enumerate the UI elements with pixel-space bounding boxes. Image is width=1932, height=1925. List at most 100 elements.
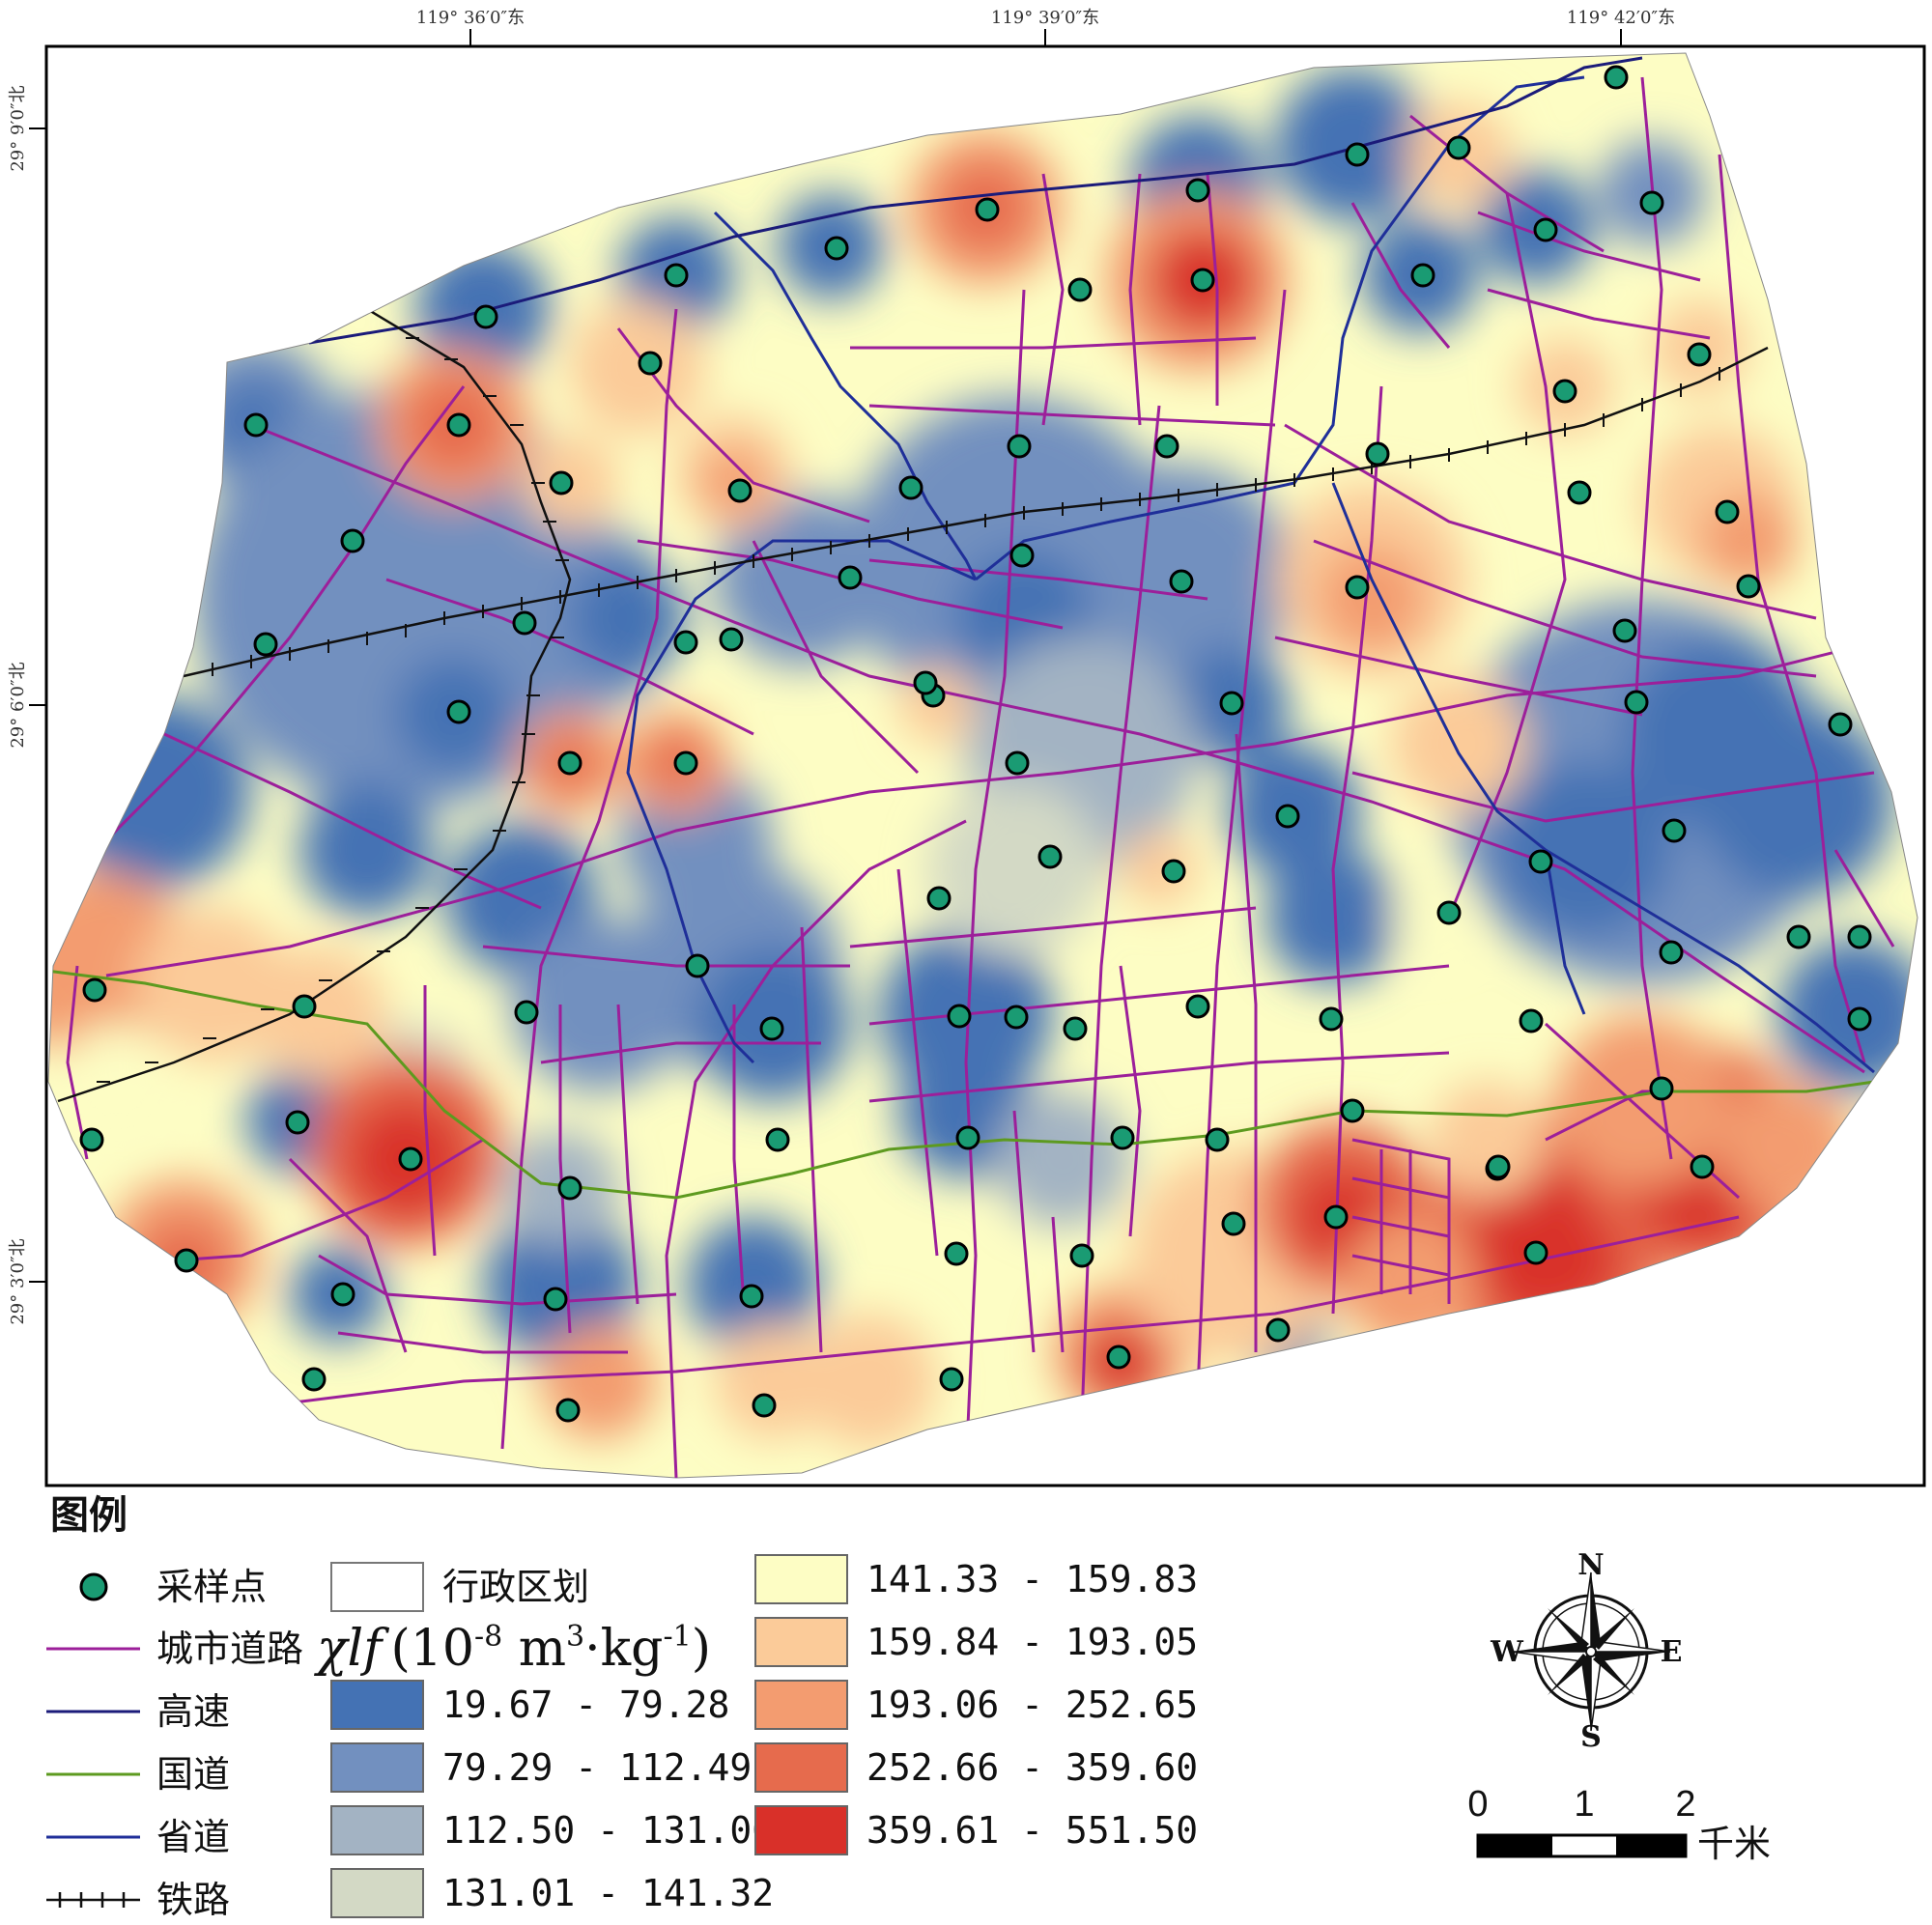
sample-point (1205, 1127, 1230, 1152)
sample-point (1345, 142, 1370, 167)
legend-class-swatch-4 (330, 1868, 424, 1918)
sample-point (1365, 441, 1390, 467)
sample-point (1110, 1125, 1135, 1150)
sample-point (1639, 190, 1664, 215)
scale-unit-label: 千米 (1697, 1823, 1771, 1865)
sample-point (543, 1287, 568, 1312)
tick-label-lat-3: 29° 3′0″北 (8, 1238, 28, 1324)
sample-point (1690, 1154, 1715, 1179)
legend-class-swatch-2 (330, 1742, 424, 1793)
legend-admin-boundary-symbol (330, 1562, 424, 1612)
sample-point (1523, 1240, 1548, 1265)
sample-point (1106, 1345, 1131, 1370)
sample-point (1009, 543, 1035, 568)
sample-point (1067, 277, 1093, 302)
legend-class-swatch-5 (754, 1554, 848, 1604)
sample-point (330, 1282, 355, 1307)
legend-admin-boundary-label: 行政区划 (442, 1566, 589, 1608)
sample-point (512, 610, 537, 636)
sample-point (1446, 135, 1471, 160)
legend-city-road-label: 城市道路 (156, 1628, 303, 1670)
sample-point (1662, 818, 1687, 843)
sample-point (473, 304, 498, 329)
sample-point (1847, 1006, 1872, 1032)
sample-point (1319, 1006, 1344, 1032)
legend-sample-point-symbol (79, 1572, 108, 1601)
legend-unit: χlf (10-8 m3·kg-1) (313, 1620, 711, 1678)
sample-point (285, 1110, 310, 1135)
legend-class-label-1: 19.67 - 79.28 (442, 1684, 729, 1726)
sample-point (1528, 849, 1553, 874)
legend-provincial-road-label: 省道 (156, 1816, 230, 1858)
sample-point (253, 632, 278, 657)
compass-n-label: N (1577, 1548, 1604, 1582)
scale-label-0: 0 (1467, 1784, 1488, 1825)
sample-point (939, 1367, 964, 1392)
sample-point (719, 627, 744, 652)
sample-point (838, 565, 863, 590)
legend-title: 图例 (50, 1493, 128, 1538)
sample-point (1847, 924, 1872, 949)
sample-point (1185, 994, 1210, 1019)
sample-point (446, 699, 471, 724)
scale-label-2: 2 (1675, 1784, 1695, 1825)
sample-point (557, 750, 582, 776)
sample-point (944, 1241, 969, 1266)
scale-label-1: 1 (1574, 1784, 1594, 1825)
sample-point (82, 977, 107, 1003)
city-roads (66, 76, 1895, 1478)
sample-point (1221, 1211, 1246, 1236)
sample-point (1275, 804, 1300, 829)
sample-point (398, 1147, 423, 1172)
sample-point (340, 528, 365, 553)
compass-w-label: W (1490, 1635, 1524, 1669)
sample-point (514, 1000, 539, 1025)
sample-point (1007, 434, 1032, 459)
legend-class-label-8: 252.66 - 359.60 (867, 1746, 1198, 1789)
legend-unit-symbol: χlf (313, 1620, 389, 1678)
sample-point (673, 630, 698, 655)
sample-point (446, 412, 471, 438)
sample-point (1161, 859, 1186, 884)
legend-class-swatch-7 (754, 1680, 848, 1730)
sample-point (1185, 178, 1210, 203)
sample-point (1219, 691, 1244, 716)
sample-point (1265, 1317, 1291, 1343)
legend: 图例 采样点 城市道路 高速 国道 省道 铁路 行政区划 χlf (10-8 m… (46, 1493, 1198, 1921)
legend-class-swatch-6 (754, 1617, 848, 1667)
legend-class-label-9: 359.61 - 551.50 (867, 1809, 1198, 1852)
north-arrow-compass (1511, 1571, 1671, 1732)
legend-class-label-4: 131.01 - 141.32 (442, 1872, 774, 1914)
sample-point (1786, 924, 1811, 949)
legend-national-road-label: 国道 (156, 1753, 230, 1796)
legend-class-swatch-3 (330, 1805, 424, 1855)
sample-point (1519, 1008, 1544, 1033)
sample-point (1612, 618, 1637, 643)
sample-point (1154, 434, 1179, 459)
sample-point (1715, 499, 1740, 524)
national-roads (48, 969, 1875, 1200)
legend-class-swatch-1 (330, 1680, 424, 1730)
sample-point (1069, 1243, 1094, 1268)
legend-class-label-7: 193.06 - 252.65 (867, 1684, 1198, 1726)
legend-class-label-2: 79.29 - 112.49 (442, 1746, 752, 1789)
legend-class-label-6: 159.84 - 193.05 (867, 1621, 1198, 1663)
sample-point (1037, 844, 1063, 869)
sample-point (1736, 574, 1761, 599)
sample-point (824, 236, 849, 261)
sample-point (1486, 1154, 1511, 1179)
sample-point (1649, 1076, 1674, 1101)
sample-point (1169, 569, 1194, 594)
tick-label-lon-1: 119° 36′0″东 (416, 8, 525, 28)
legend-class-label-5: 141.33 - 159.83 (867, 1558, 1198, 1600)
sample-point (673, 750, 698, 776)
sample-point (1552, 379, 1577, 404)
sample-point (1567, 480, 1592, 505)
study-area-boundary (47, 52, 1918, 1479)
tick-label-lon-2: 119° 39′0″东 (991, 8, 1099, 28)
legend-highway-label: 高速 (156, 1690, 230, 1733)
sample-point (975, 197, 1000, 222)
railway-ticks (97, 337, 1720, 1083)
legend-class-swatch-9 (754, 1805, 848, 1855)
sample-point (292, 994, 317, 1019)
